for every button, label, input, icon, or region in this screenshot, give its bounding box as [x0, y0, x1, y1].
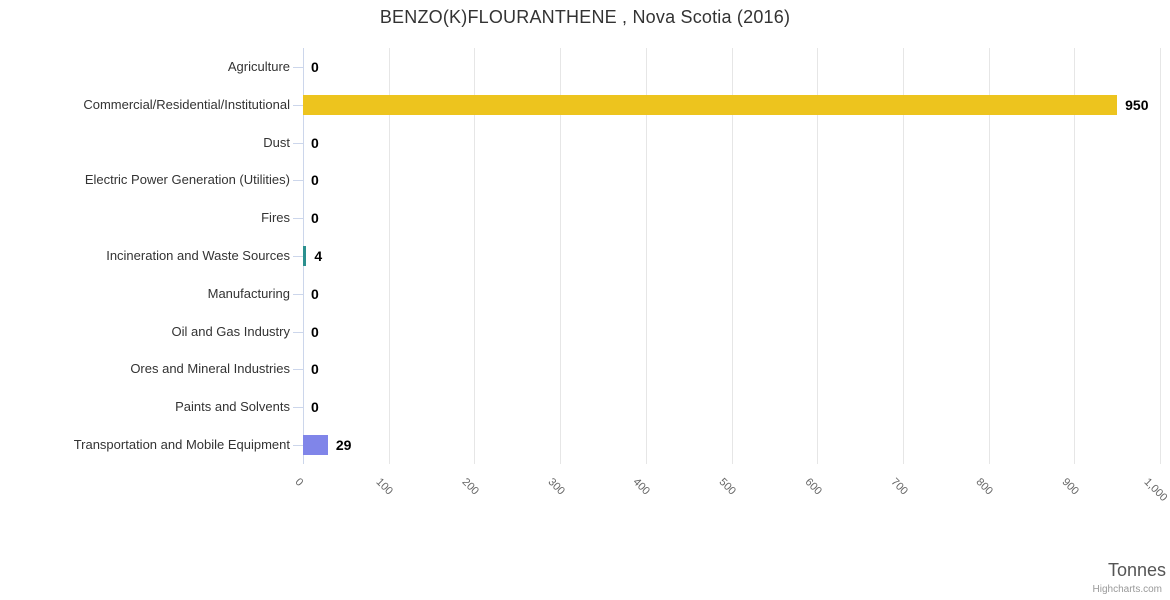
grid-line: [560, 48, 562, 464]
grid-line: [474, 48, 476, 464]
x-axis-tick-label: 100: [373, 476, 396, 498]
data-label: 0: [311, 210, 319, 227]
category-label: Ores and Mineral Industries: [130, 361, 290, 377]
category-tick: [293, 67, 303, 68]
data-label: 0: [311, 172, 319, 189]
category-tick: [293, 369, 303, 370]
x-axis-tick-label: 700: [888, 476, 910, 498]
category-tick: [293, 180, 303, 181]
highcharts-credit: Highcharts.com: [1092, 584, 1162, 595]
data-label: 0: [311, 285, 319, 302]
category-label: Agriculture: [227, 58, 290, 74]
category-label: Electric Power Generation (Utilities): [84, 172, 290, 188]
category-tick: [293, 256, 303, 257]
bar[interactable]: [303, 94, 1118, 115]
category-label: Dust: [263, 134, 290, 150]
x-axis-tick-label: 900: [1059, 476, 1081, 498]
category-label: Oil and Gas Industry: [171, 323, 291, 339]
category-label: Commercial/Residential/Institutional: [83, 96, 290, 112]
category-tick: [293, 105, 303, 106]
x-axis-tick-label: 300: [545, 476, 567, 498]
bar[interactable]: [303, 435, 328, 456]
grid-line: [988, 48, 990, 464]
data-label: 0: [311, 399, 319, 416]
data-label: 0: [311, 323, 319, 340]
category-tick: [293, 143, 303, 144]
data-label: 0: [311, 134, 319, 151]
grid-line: [1160, 48, 1161, 464]
grid-line: [1074, 48, 1076, 464]
category-label: Fires: [261, 210, 290, 226]
category-label: Manufacturing: [207, 285, 290, 301]
data-label: 4: [314, 248, 323, 264]
x-axis-tick-label: 0: [292, 476, 306, 489]
category-label: Paints and Solvents: [175, 399, 290, 415]
category-tick: [293, 407, 303, 408]
grid-line: [902, 48, 904, 464]
x-axis-tick-label: 600: [802, 476, 824, 498]
data-label: 0: [311, 58, 319, 75]
category-tick: [293, 332, 303, 333]
x-axis-tick-label: 500: [716, 476, 739, 498]
chart-title: BENZO(K)FLOURANTHENE , Nova Scotia (2016…: [379, 7, 791, 27]
category-tick: [293, 445, 303, 446]
data-label: 29: [335, 437, 352, 454]
data-label: 0: [311, 361, 319, 378]
category-label: Transportation and Mobile Equipment: [73, 437, 290, 453]
x-axis-title: Tonnes: [1107, 560, 1166, 580]
x-axis-tick-label: 1,000: [1141, 476, 1170, 504]
x-axis-tick-label: 200: [459, 476, 482, 498]
category-tick: [293, 294, 303, 295]
data-label: 950: [1125, 96, 1149, 113]
category-tick: [293, 218, 303, 219]
category-label: Incineration and Waste Sources: [106, 248, 290, 263]
x-axis-tick-label: 400: [630, 476, 653, 498]
grid-line: [388, 48, 390, 464]
grid-line: [817, 48, 819, 464]
grid-line: [645, 48, 647, 464]
bar[interactable]: [303, 246, 307, 266]
x-axis-tick-label: 800: [973, 476, 996, 498]
grid-line: [731, 48, 733, 464]
